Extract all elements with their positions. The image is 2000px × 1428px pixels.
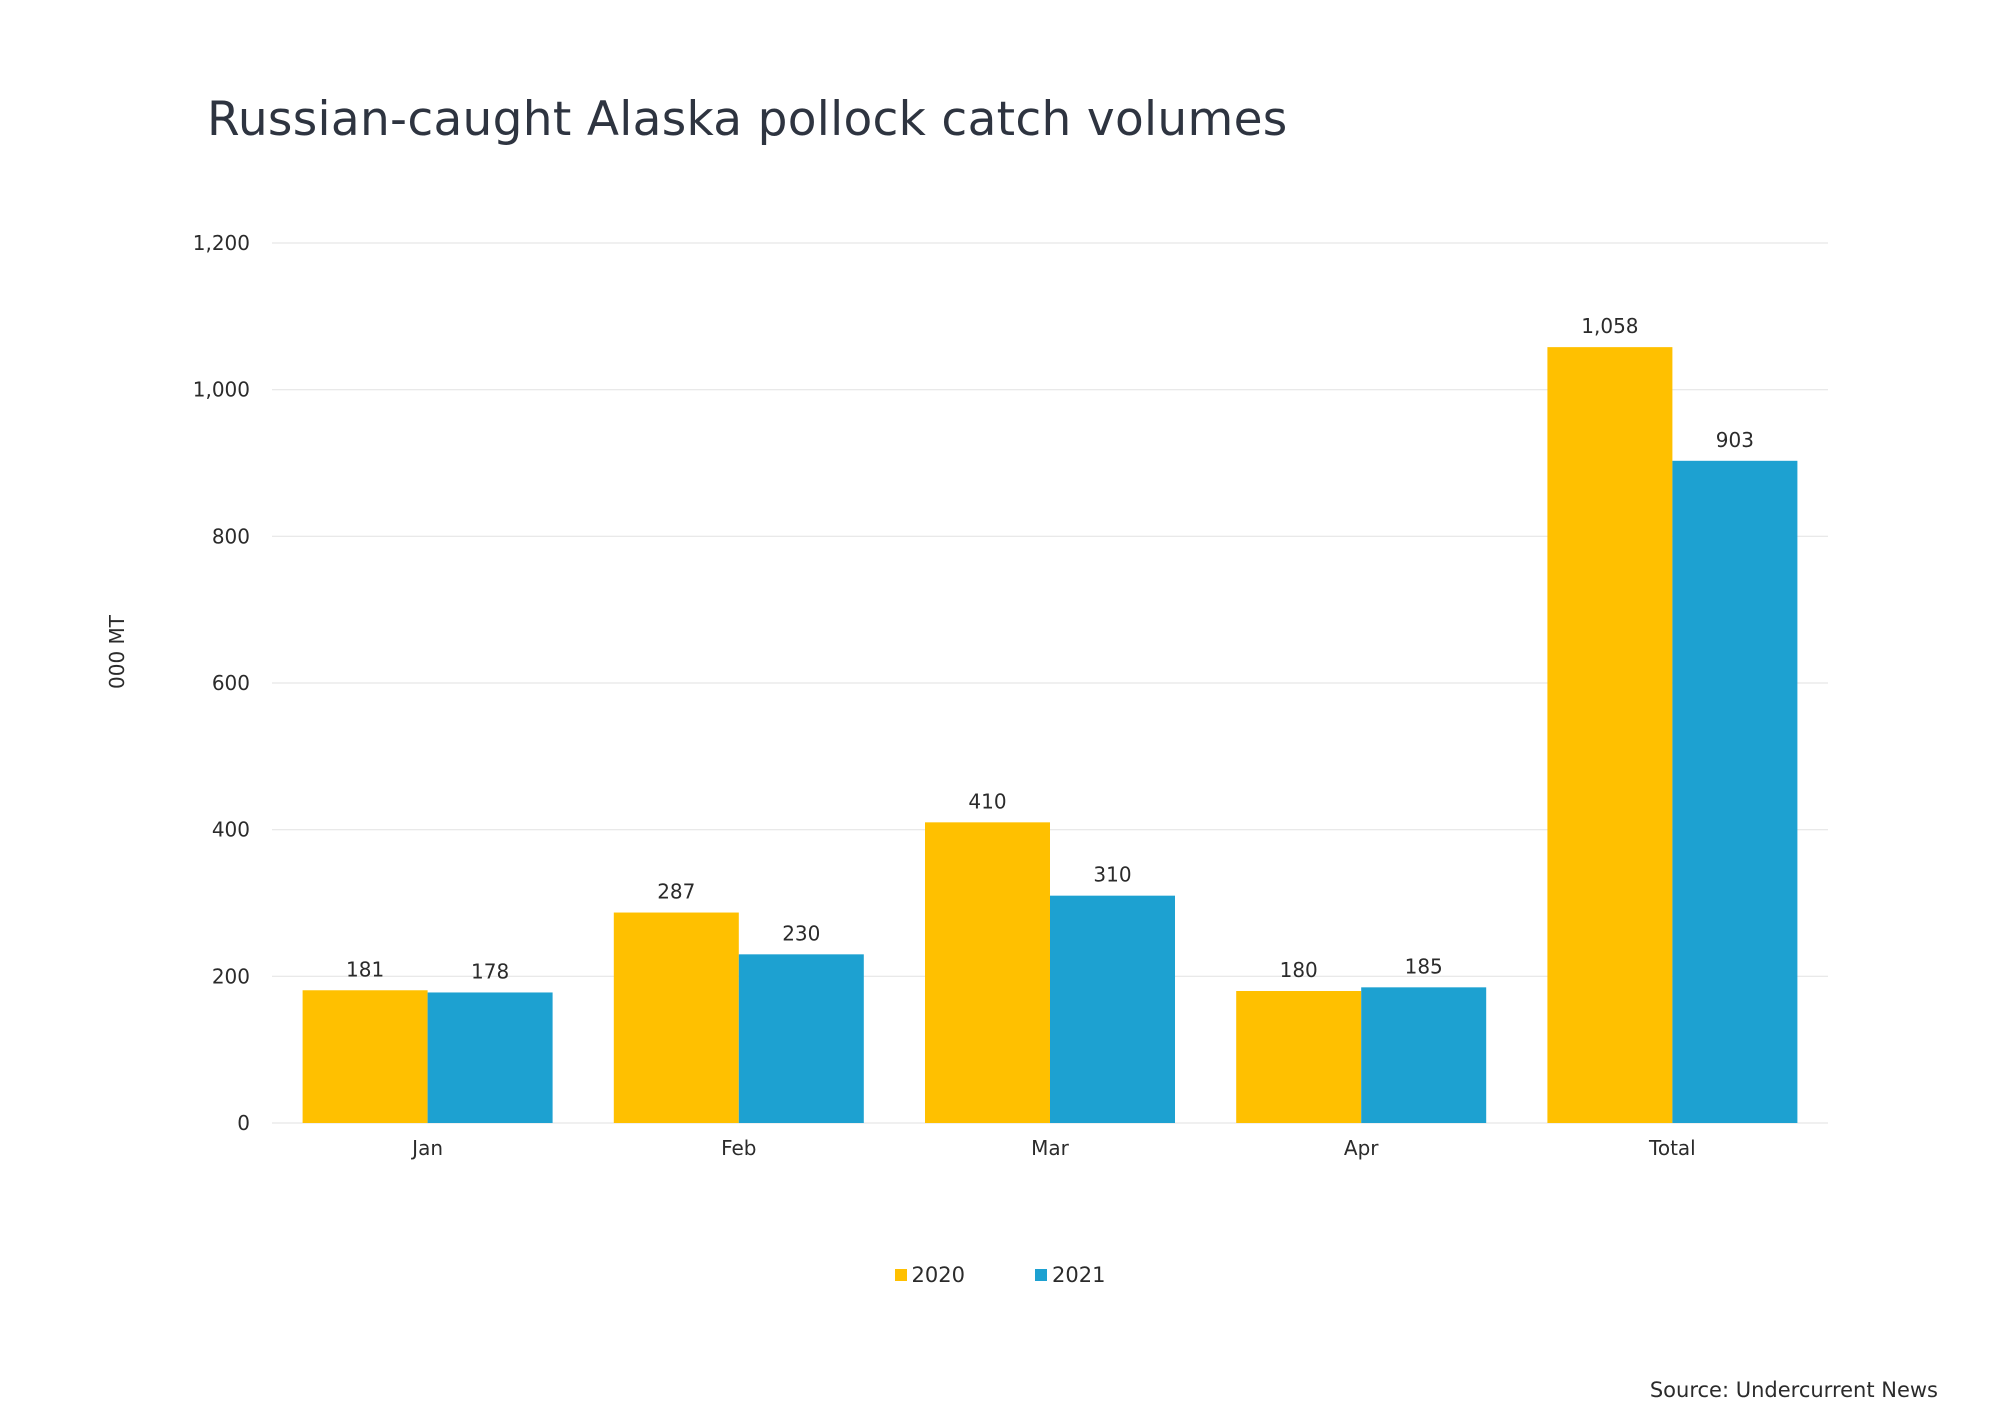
- bar-2020-apr: [1236, 991, 1362, 1123]
- y-tick-label: 600: [212, 671, 250, 695]
- x-tick-label: Apr: [1344, 1136, 1379, 1160]
- chart-title: Russian-caught Alaska pollock catch volu…: [207, 92, 1288, 147]
- bar-2020-feb: [613, 912, 739, 1123]
- legend-label-2020: 2020: [911, 1263, 965, 1287]
- bar-2021-feb: [738, 954, 864, 1123]
- bar-2021-jan: [427, 992, 553, 1123]
- x-tick-label: Feb: [721, 1136, 756, 1160]
- y-tick-label: 1,200: [193, 231, 250, 255]
- data-label: 181: [346, 957, 384, 981]
- y-tick-label: 1,000: [193, 378, 250, 402]
- x-tick-label: Total: [1648, 1136, 1696, 1160]
- data-label: 185: [1405, 954, 1443, 978]
- bar-2020-jan: [302, 990, 428, 1123]
- chart-legend: 2020 2021: [0, 1263, 2000, 1287]
- bar-2020-total: [1547, 347, 1673, 1124]
- data-label: 310: [1093, 863, 1131, 887]
- data-label: 1,058: [1581, 314, 1638, 338]
- y-tick-label: 400: [212, 818, 250, 842]
- data-label: 410: [968, 789, 1006, 813]
- legend-item-2021: 2021: [1035, 1263, 1105, 1287]
- bar-2021-mar: [1050, 895, 1175, 1123]
- y-axis-label: 000 MT: [105, 614, 129, 689]
- x-tick-label: Jan: [410, 1136, 443, 1160]
- legend-swatch-2021: [1035, 1269, 1047, 1281]
- bar-2021-apr: [1361, 987, 1487, 1123]
- bar-2021-total: [1672, 460, 1798, 1123]
- y-tick-label: 0: [237, 1111, 250, 1135]
- source-note: Source: Undercurrent News: [1649, 1378, 1938, 1402]
- data-label: 903: [1716, 428, 1754, 452]
- legend-item-2020: 2020: [894, 1263, 965, 1287]
- data-label: 287: [657, 880, 695, 904]
- legend-swatch-2020: [894, 1269, 907, 1281]
- data-label: 230: [782, 921, 820, 945]
- data-label: 178: [471, 959, 509, 983]
- y-tick-label: 800: [212, 524, 250, 548]
- data-label: 180: [1280, 958, 1318, 982]
- bar-2020-mar: [925, 822, 1050, 1123]
- y-tick-label: 200: [212, 964, 250, 988]
- x-tick-label: Mar: [1031, 1136, 1070, 1160]
- legend-label-2021: 2021: [1052, 1263, 1106, 1287]
